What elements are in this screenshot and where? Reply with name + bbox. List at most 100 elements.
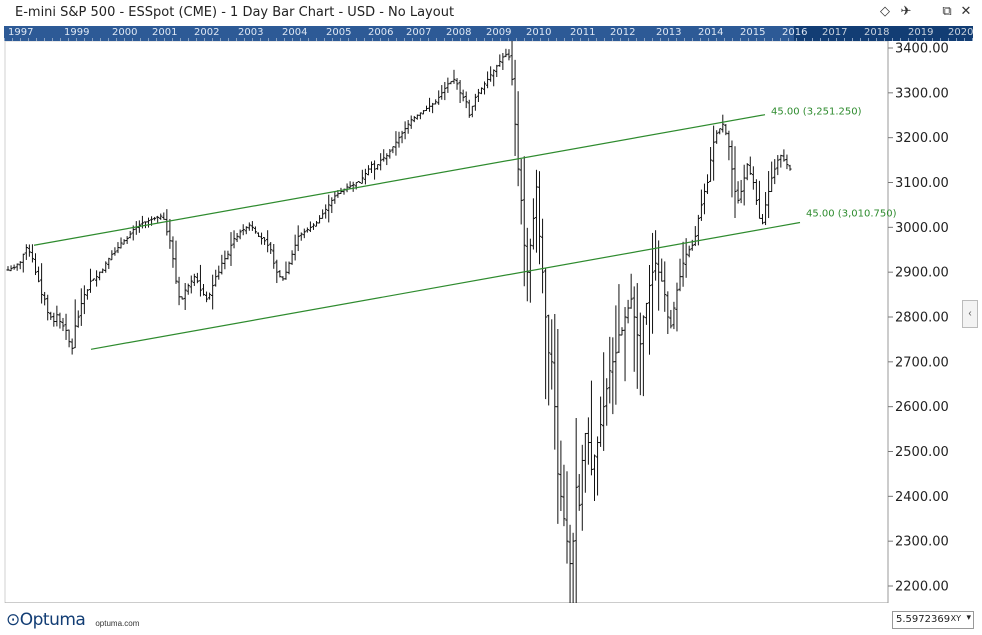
channel-line[interactable]	[90, 221, 801, 350]
year-label-2010[interactable]: 2010	[526, 27, 552, 38]
year-strip-tick	[868, 38, 869, 41]
year-strip-tick	[108, 38, 109, 41]
year-strip-tick	[316, 38, 317, 41]
year-strip-tick	[12, 38, 13, 41]
year-strip-tick	[548, 38, 549, 41]
year-label-2017[interactable]: 2017	[822, 27, 848, 38]
year-strip-tick	[732, 38, 733, 41]
side-panel-tab[interactable]: ‹	[962, 300, 978, 328]
year-strip-tick	[372, 38, 373, 41]
year-strip-tick	[708, 38, 709, 41]
year-label-1999[interactable]: 1999	[64, 27, 90, 38]
year-strip-tick	[476, 38, 477, 41]
dropdown-arrow-icon[interactable]: ▾	[966, 613, 971, 623]
year-strip-tick	[676, 38, 677, 41]
year-label-2018[interactable]: 2018	[864, 27, 890, 38]
year-strip-tick	[156, 38, 157, 41]
optuma-logo: ⊙Optuma optuma.com	[6, 609, 139, 631]
year-strip-tick	[20, 38, 21, 41]
year-strip-tick	[668, 38, 669, 41]
year-strip-tick	[956, 38, 957, 41]
channel-line-label: 45.00 (3,251.250)	[771, 107, 862, 118]
year-strip-tick	[860, 38, 861, 41]
year-navigator-highlight[interactable]	[4, 26, 794, 41]
y-tick-label: 3000.00	[895, 221, 949, 236]
year-strip-tick	[932, 38, 933, 41]
year-label-2001[interactable]: 2001	[152, 27, 178, 38]
logo-url: optuma.com	[95, 618, 140, 628]
year-strip-tick	[460, 38, 461, 41]
y-tick-label: 3400.00	[895, 42, 949, 57]
year-strip-tick	[812, 38, 813, 41]
restore-icon[interactable]: ⧉	[942, 4, 952, 19]
zoom-box[interactable]: 5.5972369 XY ▾	[892, 611, 974, 629]
year-label-2013[interactable]: 2013	[656, 27, 682, 38]
year-label-2012[interactable]: 2012	[610, 27, 636, 38]
close-icon[interactable]: ✕	[960, 4, 972, 19]
year-strip-tick	[364, 38, 365, 41]
year-strip-tick	[212, 38, 213, 41]
year-label-2002[interactable]: 2002	[194, 27, 220, 38]
year-strip-tick	[780, 38, 781, 41]
year-strip-tick	[828, 38, 829, 41]
year-strip-tick	[844, 38, 845, 41]
year-strip-tick	[276, 38, 277, 41]
year-label-2020[interactable]: 2020	[948, 27, 973, 38]
year-strip-tick	[244, 38, 245, 41]
year-label-2009[interactable]: 2009	[486, 27, 512, 38]
year-strip-tick	[604, 38, 605, 41]
year-label-2015[interactable]: 2015	[740, 27, 766, 38]
year-strip-tick	[4, 38, 5, 41]
year-navigator[interactable]: 1997 1999 2000 2001 2002 2003 2004 2005 2006 2007…	[4, 26, 973, 41]
price-chart[interactable]: 2200.00 2300.00 2400.00 2500.00 2600.00 2700.…	[0, 41, 982, 603]
year-strip-tick	[180, 38, 181, 41]
y-tick-label: 2700.00	[895, 355, 949, 370]
y-tick-label: 2600.00	[895, 400, 949, 415]
pin-icon[interactable]: ✈	[900, 4, 912, 19]
year-label-2006[interactable]: 2006	[368, 27, 394, 38]
year-strip-tick	[596, 38, 597, 41]
year-strip-tick	[492, 38, 493, 41]
logo-text: ⊙Optuma	[6, 610, 86, 630]
year-strip-tick	[340, 38, 341, 41]
year-label-1997[interactable]: 1997	[8, 27, 34, 38]
year-strip-tick	[252, 38, 253, 41]
y-tick-label: 3100.00	[895, 176, 949, 191]
year-label-2016[interactable]: 2016	[782, 27, 808, 38]
year-strip-tick	[452, 38, 453, 41]
year-strip-tick	[852, 38, 853, 41]
plot-area[interactable]	[4, 41, 889, 603]
year-label-2004[interactable]: 2004	[282, 27, 308, 38]
year-label-2014[interactable]: 2014	[698, 27, 724, 38]
year-strip-tick	[788, 38, 789, 41]
year-strip-tick	[964, 38, 965, 41]
year-strip-tick	[308, 38, 309, 41]
year-strip-tick	[324, 38, 325, 41]
year-strip-tick	[60, 38, 61, 41]
year-strip-tick	[924, 38, 925, 41]
year-label-2011[interactable]: 2011	[570, 27, 596, 38]
year-strip-tick	[908, 38, 909, 41]
year-strip-tick	[876, 38, 877, 41]
year-strip-tick	[620, 38, 621, 41]
year-strip-tick	[484, 38, 485, 41]
year-strip-tick	[44, 38, 45, 41]
channel-line[interactable]	[33, 114, 766, 246]
year-label-2019[interactable]: 2019	[908, 27, 934, 38]
diamond-icon[interactable]: ◇	[880, 4, 890, 19]
year-strip-tick	[164, 38, 165, 41]
year-strip-tick	[948, 38, 949, 41]
year-strip-tick	[564, 38, 565, 41]
year-strip-tick	[660, 38, 661, 41]
year-label-2003[interactable]: 2003	[238, 27, 264, 38]
year-strip-tick	[84, 38, 85, 41]
year-strip-tick	[236, 38, 237, 41]
y-tick-label: 2800.00	[895, 311, 949, 326]
year-label-2000[interactable]: 2000	[112, 27, 138, 38]
year-label-2007[interactable]: 2007	[406, 27, 432, 38]
year-strip-tick	[172, 38, 173, 41]
year-label-2008[interactable]: 2008	[446, 27, 472, 38]
year-label-2005[interactable]: 2005	[326, 27, 352, 38]
year-strip-tick	[228, 38, 229, 41]
year-strip-tick	[972, 38, 973, 41]
